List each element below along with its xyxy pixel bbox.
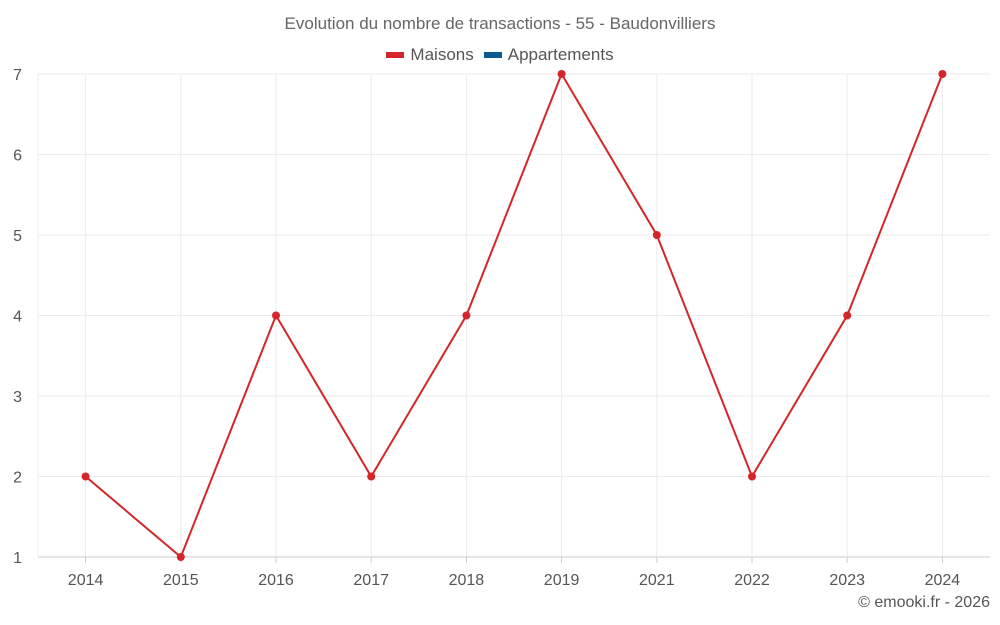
- x-tick-label: 2016: [258, 572, 294, 589]
- data-point-maisons: [81, 472, 90, 481]
- legend-swatch-appartements: [483, 52, 502, 58]
- data-point-maisons: [843, 311, 852, 320]
- x-tick-label: 2014: [68, 572, 104, 589]
- x-tick-label: 2019: [544, 572, 580, 589]
- legend-swatch-maisons: [386, 52, 405, 58]
- data-point-maisons: [462, 311, 471, 320]
- data-point-maisons: [176, 553, 185, 561]
- y-tick-label: 1: [13, 550, 22, 567]
- legend-label-appartements: Appartements: [507, 45, 614, 64]
- data-point-maisons: [557, 70, 566, 78]
- x-tick-label: 2018: [449, 572, 485, 589]
- legend-label-maisons: Maisons: [410, 45, 474, 64]
- y-tick-label: 6: [13, 148, 22, 165]
- y-tick-label: 3: [13, 389, 22, 406]
- data-point-maisons: [367, 472, 376, 481]
- legend-item-maisons[interactable]: Maisons: [386, 45, 474, 65]
- x-tick-label: 2015: [163, 572, 199, 589]
- x-tick-label: 2021: [639, 572, 675, 589]
- x-tick-label: 2022: [734, 572, 770, 589]
- data-point-maisons: [272, 311, 280, 320]
- legend: Maisons Appartements: [0, 45, 1000, 65]
- data-point-maisons: [938, 70, 947, 78]
- x-tick-label: 2024: [925, 572, 961, 589]
- y-tick-label: 7: [13, 67, 22, 84]
- data-point-maisons: [652, 231, 661, 239]
- y-tick-label: 4: [13, 309, 22, 326]
- chart-title: Evolution du nombre de transactions - 55…: [284, 14, 716, 33]
- y-tick-label: 5: [13, 228, 22, 245]
- series-line-maisons: [84, 71, 944, 559]
- y-tick-label: 2: [13, 470, 22, 487]
- x-tick-label: 2023: [829, 572, 865, 589]
- legend-item-appartements[interactable]: Appartements: [483, 45, 614, 65]
- x-tick-label: 2017: [353, 572, 389, 589]
- credit-text: © emooki.fr - 2026: [858, 594, 990, 611]
- data-point-maisons: [748, 472, 756, 481]
